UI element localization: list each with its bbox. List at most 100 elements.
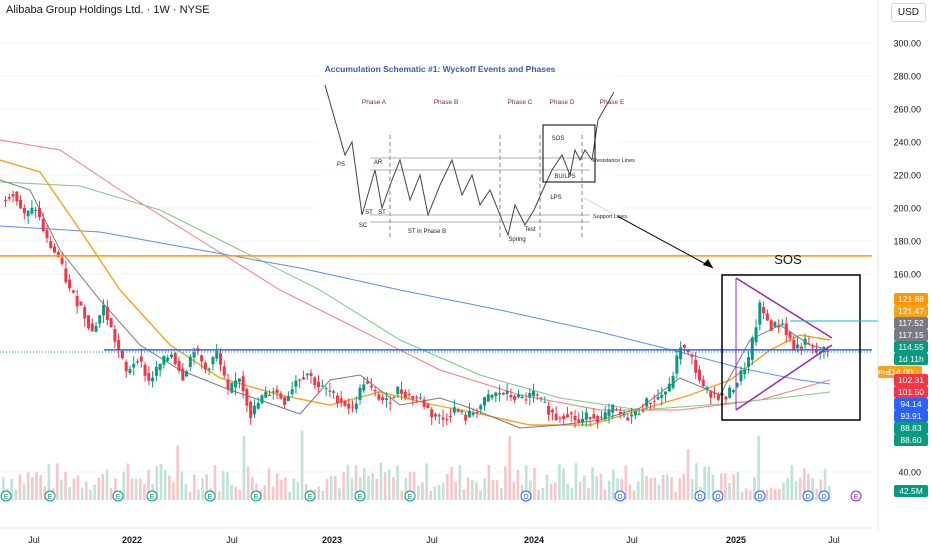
candle-body (577, 419, 581, 423)
candle-body (230, 382, 234, 393)
candle-body (309, 373, 313, 376)
candle-body (113, 329, 117, 342)
candle-body (539, 397, 543, 399)
candle-body (814, 349, 818, 353)
phase-label: Phase E (600, 99, 625, 106)
volume-bar (819, 479, 823, 500)
event-marker (712, 490, 724, 502)
candle-body (124, 362, 128, 372)
volume-bar (437, 485, 441, 500)
volume-bar (14, 489, 18, 500)
candle-body (618, 412, 622, 414)
volume-bar (707, 466, 711, 500)
candle-body (716, 394, 720, 400)
y-tick-label: 160.00 (893, 270, 921, 280)
volume-bar (105, 469, 109, 500)
candle-body (339, 398, 343, 403)
candle-body (15, 191, 19, 202)
candle-body (332, 391, 336, 393)
volume-bar (379, 462, 383, 500)
candle-body (407, 393, 411, 395)
candle-body (615, 409, 619, 411)
candle-body (396, 386, 400, 394)
price-tag-label: 121.47 (898, 306, 924, 316)
volume-bar (251, 477, 254, 500)
candle-body (622, 413, 626, 415)
candle-body (68, 279, 72, 289)
candle-body (584, 412, 588, 420)
candle-body (765, 313, 769, 321)
volume-bar (230, 485, 233, 500)
volume-bar (408, 472, 412, 500)
candle-body (343, 401, 347, 406)
pre-tag-label: Pre (878, 368, 890, 377)
candle-body (132, 363, 136, 368)
volume-bar (778, 488, 781, 500)
candle-body (486, 394, 490, 402)
volume-bar (674, 491, 677, 500)
candle-body (430, 409, 434, 418)
candle-body (354, 403, 358, 410)
volume-bar (446, 474, 449, 500)
event-marker (112, 490, 124, 502)
y-tick-label: 300.00 (893, 39, 921, 49)
event-marker (850, 490, 862, 502)
volume-bar (392, 476, 395, 500)
event-marker-label: D (805, 494, 810, 501)
volume-bar (363, 468, 366, 500)
volume-bar (192, 474, 196, 500)
volume-bar (620, 478, 623, 500)
volume-bar (649, 478, 652, 500)
price-tag (894, 317, 928, 329)
volume-bar (686, 449, 690, 500)
candle-body (532, 390, 536, 397)
volume-bar (794, 481, 798, 500)
price-tag (894, 293, 928, 305)
event-marker-label: D (715, 494, 720, 501)
time-axis: Jul 2022 Jul 2023 Jul 2024 Jul 2025 Jul (0, 527, 872, 545)
volume-bar (176, 445, 179, 500)
x-tick-label: 2022 (122, 535, 142, 545)
volume-bar (607, 480, 611, 500)
volume-bar (562, 468, 565, 500)
event-label: SC (359, 223, 368, 229)
volume-bar (736, 471, 740, 500)
volume-bar (358, 477, 362, 500)
price-tag (894, 341, 928, 353)
candle-body (203, 362, 207, 370)
volume-bar (549, 483, 553, 500)
event-marker (250, 490, 262, 502)
candle-body (739, 370, 743, 382)
event-marker (204, 490, 216, 502)
ma-blue-line (0, 225, 831, 385)
volume-bar (570, 488, 574, 500)
volume-bar (383, 472, 387, 500)
candle-body (358, 387, 362, 400)
price-tag (894, 353, 928, 365)
volume-bar (180, 471, 184, 500)
price-tag-label: 1d 11h (898, 354, 924, 364)
candle-body (565, 414, 569, 418)
volume-bar (483, 478, 486, 500)
candle-body (648, 402, 652, 404)
volume-bar (429, 490, 433, 500)
candle-body (117, 340, 121, 351)
x-tick-label: 2025 (726, 535, 746, 545)
candle-body (747, 357, 751, 367)
candle-body (441, 417, 445, 420)
symbol-title[interactable]: Alibaba Group Holdings Ltd. · 1W · NYSE (6, 4, 210, 16)
price-labels: 121.88 121.47 117.52 117.15 114.55 1d 11h 114.… (878, 293, 928, 497)
volume-bar (603, 489, 607, 500)
candle-body (60, 257, 64, 264)
volume-bar (653, 477, 657, 500)
candle-body (520, 396, 524, 399)
currency-button[interactable]: USD (890, 3, 926, 22)
volume-bar (719, 473, 723, 500)
volume-bar (495, 480, 499, 500)
candle-body (694, 359, 698, 373)
price-tag-label: 114.55 (898, 342, 924, 352)
volume-bar (246, 466, 250, 500)
candle-body (724, 396, 728, 400)
y-tick-label: 180.00 (893, 237, 921, 247)
